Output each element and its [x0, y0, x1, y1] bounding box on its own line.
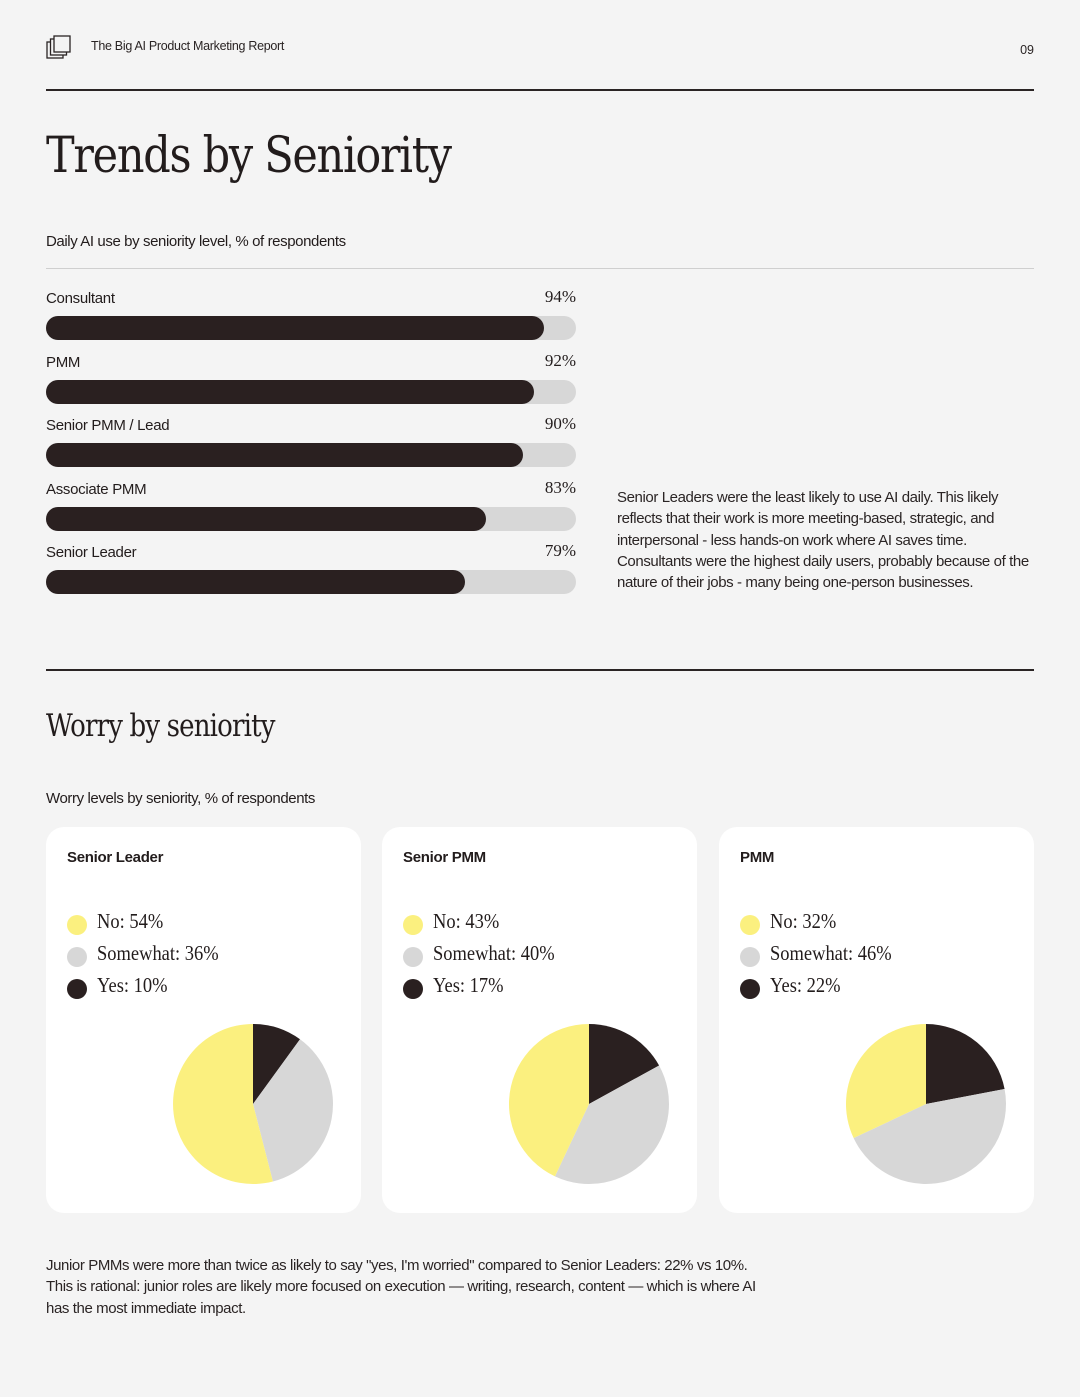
legend-swatch — [67, 915, 87, 935]
bar-value-label: 79% — [544, 541, 576, 560]
legend-label: Somewhat: 36% — [97, 941, 219, 965]
legend-swatch — [740, 947, 760, 967]
bar-value-label: 92% — [544, 350, 576, 370]
pie-slice-somewhat — [853, 1089, 1006, 1184]
bar-row: Senior PMM / Lead 90% — [46, 410, 576, 474]
worry-insight-text: Junior PMMs were more than twice as like… — [46, 1257, 756, 1317]
bar-fill — [46, 506, 486, 531]
pie-card-senior-leader: Senior Leader No: 54% Somewhat: 36% Yes:… — [46, 827, 361, 1213]
legend-label: Somewhat: 40% — [433, 941, 555, 965]
legend-label: No: 32% — [770, 909, 837, 933]
legend-swatch — [67, 947, 87, 967]
pie-card-senior-pmm: Senior PMM No: 43% Somewhat: 40% Yes: 17… — [382, 827, 697, 1213]
daily-use-subtitle: Daily AI use by seniority level, % of re… — [46, 233, 346, 250]
pie-chart — [508, 1024, 669, 1185]
bar-track — [46, 379, 576, 404]
bar-value-label: 83% — [544, 477, 576, 497]
legend-swatch — [740, 979, 760, 999]
legend-swatch — [403, 979, 423, 999]
bar-row: Associate PMM 83% — [46, 474, 576, 538]
bar-row: PMM 92% — [46, 347, 576, 411]
legend-swatch — [67, 979, 87, 999]
pie-chart — [845, 1024, 1006, 1184]
pie-slice-yes — [253, 1024, 301, 1104]
bar-row: Consultant 94% — [46, 283, 576, 347]
bar-category-label: Senior Leader — [46, 544, 137, 561]
bar-row: Senior Leader 79% — [46, 537, 576, 601]
legend-label: No: 43% — [433, 909, 500, 933]
bar-fill — [46, 570, 465, 594]
legend-swatch — [403, 947, 423, 967]
daily-use-divider — [46, 268, 1034, 269]
bar-category-label: Consultant — [46, 290, 115, 307]
bar-category-label: PMM — [46, 353, 81, 371]
page-number: 09 — [1020, 43, 1034, 57]
page-header: The Big AI Product Marketing Report 09 — [46, 32, 1034, 62]
pie-card-title: Senior PMM — [403, 849, 486, 866]
bar-fill — [46, 379, 534, 404]
legend-label: Yes: 10% — [97, 973, 168, 997]
bar-value-label: 90% — [544, 414, 576, 433]
bar-fill — [46, 443, 523, 467]
pie-chart — [173, 1024, 334, 1184]
pie-slice-somewhat — [253, 1039, 334, 1182]
pie-slice-no — [173, 1024, 273, 1184]
bar-track — [46, 443, 576, 467]
daily-use-insight-text: Senior Leaders were the least likely to … — [617, 489, 1029, 592]
pie-slice-yes — [926, 1024, 1005, 1104]
stacked-squares-icon — [46, 35, 71, 59]
pie-slice-yes — [589, 1024, 660, 1104]
pie-slice-somewhat — [554, 1065, 669, 1185]
pie-card-title: PMM — [740, 849, 775, 866]
pie-card-pmm: PMM No: 32% Somewhat: 46% Yes: 22% — [719, 827, 1034, 1213]
worry-subtitle: Worry levels by seniority, % of responde… — [46, 790, 316, 807]
legend-label: Somewhat: 46% — [770, 941, 892, 965]
section-divider — [46, 669, 1034, 671]
page-title: Trends by Seniority — [46, 126, 452, 184]
bar-category-label: Senior PMM / Lead — [46, 417, 170, 434]
header-divider — [46, 89, 1034, 91]
bar-category-label: Associate PMM — [46, 480, 147, 498]
bar-value-label: 94% — [544, 287, 576, 306]
pie-slice-no — [508, 1024, 589, 1177]
bar-fill — [46, 316, 545, 340]
legend-label: Yes: 22% — [770, 973, 841, 997]
bar-track — [46, 570, 576, 594]
daily-use-bar-chart: Consultant 94% PMM 92% Senior PMM / Lead… — [46, 283, 576, 601]
legend-swatch — [403, 915, 423, 935]
legend-swatch — [740, 915, 760, 935]
legend-label: No: 54% — [97, 909, 164, 933]
report-title: The Big AI Product Marketing Report — [91, 39, 285, 53]
pie-slice-no — [845, 1024, 926, 1139]
bar-track — [46, 316, 576, 340]
pie-card-title: Senior Leader — [67, 849, 164, 866]
bar-track — [46, 506, 576, 531]
worry-section-title: Worry by seniority — [46, 708, 275, 744]
legend-label: Yes: 17% — [433, 973, 504, 997]
